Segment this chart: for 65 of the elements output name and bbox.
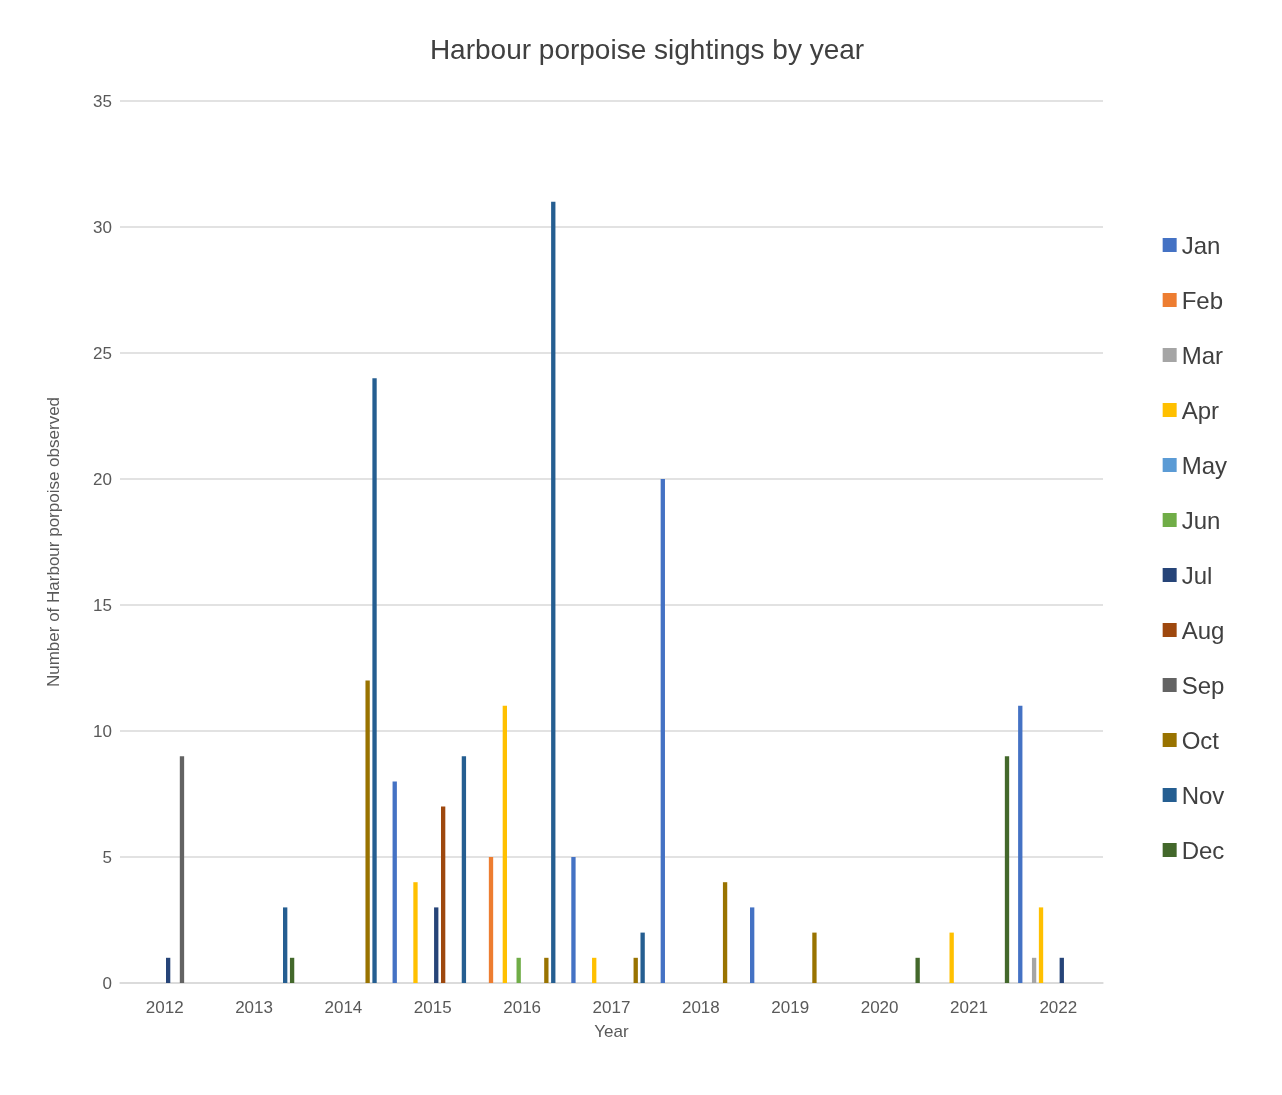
legend-label: Sep — [1181, 671, 1225, 699]
bar — [502, 705, 507, 983]
bar — [461, 756, 467, 983]
bar — [571, 857, 576, 983]
bar — [633, 957, 638, 983]
legend-label: Mar — [1181, 341, 1223, 369]
bar — [949, 932, 954, 983]
bar — [434, 907, 439, 983]
bar — [392, 781, 397, 983]
bar — [722, 882, 728, 983]
y-tick-label: 10 — [93, 721, 112, 741]
bar — [516, 957, 521, 983]
x-tick-label: 2013 — [235, 998, 273, 1017]
bar — [551, 201, 556, 983]
bar — [660, 479, 665, 983]
y-tick-label: 25 — [93, 343, 112, 363]
x-tick-label: 2016 — [503, 998, 542, 1017]
x-tick-label: 2018 — [681, 998, 720, 1017]
y-tick-label: 30 — [93, 217, 112, 237]
legend-label: Dec — [1181, 836, 1225, 864]
bar — [915, 957, 920, 983]
x-tick-label: 2017 — [592, 998, 631, 1017]
bar — [750, 907, 755, 983]
bar — [1004, 756, 1010, 983]
y-tick-label: 35 — [93, 91, 112, 111]
y-tick-label: 15 — [93, 595, 112, 615]
x-tick-label: 2019 — [771, 998, 810, 1017]
x-tick-label: 2020 — [860, 998, 899, 1017]
y-tick-label: 20 — [93, 469, 112, 489]
bar — [372, 378, 377, 983]
x-axis-title: Year — [594, 1022, 630, 1041]
legend-label: Apr — [1181, 396, 1220, 424]
y-tick-label: 0 — [102, 973, 112, 993]
legend-label: Feb — [1181, 286, 1224, 314]
bar — [289, 957, 295, 983]
chart-title: Harbour porpoise sightings by year — [429, 33, 865, 65]
bar — [1018, 705, 1023, 983]
bar — [1038, 907, 1044, 983]
bar — [365, 680, 370, 983]
bar — [283, 907, 288, 983]
bar — [640, 932, 645, 983]
bar — [488, 857, 494, 983]
bar — [1059, 957, 1064, 983]
legend-label: May — [1181, 451, 1227, 479]
bar — [413, 882, 418, 983]
legend-label: Nov — [1181, 781, 1225, 809]
legend-label: Aug — [1181, 616, 1225, 644]
legend-label: Jan — [1181, 231, 1221, 259]
bar — [812, 932, 817, 983]
bar — [165, 957, 171, 983]
legend-label: Jun — [1181, 506, 1221, 534]
x-tick-label: 2022 — [1039, 998, 1078, 1017]
bar — [440, 806, 446, 983]
legend-label: Jul — [1181, 561, 1213, 589]
y-axis-title: Number of Harbour porpoise observed — [44, 396, 63, 688]
legend-label: Oct — [1181, 726, 1220, 754]
x-tick-label: 2021 — [950, 998, 988, 1017]
x-tick-label: 2015 — [413, 998, 452, 1017]
y-tick-label: 5 — [102, 847, 112, 867]
x-tick-label: 2012 — [145, 998, 184, 1017]
x-tick-label: 2014 — [324, 998, 363, 1017]
bar — [1031, 957, 1037, 983]
bar — [544, 957, 549, 983]
bar — [179, 756, 185, 983]
bar — [592, 957, 597, 983]
